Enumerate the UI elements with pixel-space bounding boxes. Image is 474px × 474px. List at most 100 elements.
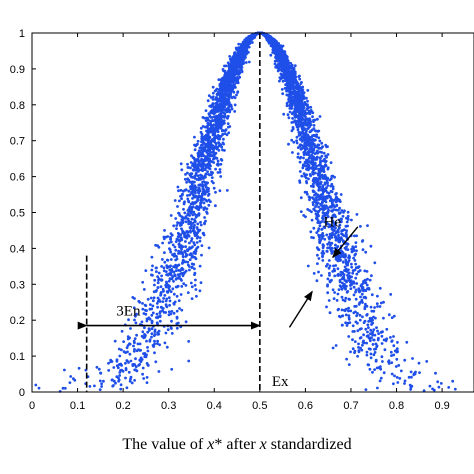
data-point — [319, 180, 323, 184]
data-point — [138, 300, 142, 304]
data-point — [285, 101, 289, 105]
data-point — [165, 345, 169, 349]
data-point — [317, 169, 321, 173]
data-point — [293, 91, 297, 95]
data-point — [117, 376, 120, 380]
data-point — [320, 234, 323, 237]
data-point — [164, 303, 168, 307]
data-point — [233, 103, 237, 107]
data-point — [355, 314, 358, 318]
data-point — [357, 350, 361, 354]
data-point — [286, 93, 290, 97]
data-point — [196, 188, 200, 192]
data-point — [196, 199, 200, 202]
data-point — [354, 310, 357, 314]
data-point — [159, 285, 163, 288]
data-point — [318, 156, 322, 160]
data-point — [115, 364, 119, 368]
data-point — [387, 313, 391, 317]
data-point — [196, 174, 200, 178]
data-point — [169, 258, 173, 261]
data-point — [173, 245, 177, 249]
data-point — [183, 211, 187, 215]
data-point — [177, 268, 180, 272]
data-point — [199, 152, 203, 156]
data-point — [172, 270, 176, 274]
data-point — [167, 279, 171, 283]
data-point — [366, 363, 370, 367]
data-point — [345, 284, 348, 288]
data-point — [304, 161, 308, 165]
data-point — [190, 217, 194, 221]
data-point — [352, 281, 356, 285]
data-point — [219, 87, 223, 91]
data-point — [337, 236, 341, 240]
data-point — [285, 104, 289, 108]
data-point — [179, 221, 183, 225]
data-point — [328, 264, 332, 268]
data-point — [145, 309, 148, 313]
data-point — [335, 299, 339, 302]
data-point — [163, 341, 167, 345]
data-point — [173, 252, 176, 256]
data-point — [354, 276, 358, 280]
data-point — [286, 113, 290, 117]
data-point — [321, 259, 325, 262]
data-point — [161, 241, 165, 245]
data-point — [333, 291, 336, 294]
data-point — [153, 342, 157, 346]
data-point — [355, 282, 359, 285]
data-point — [241, 57, 244, 61]
data-point — [207, 165, 211, 169]
data-point — [154, 360, 158, 364]
data-point — [209, 111, 213, 115]
data-point — [316, 262, 319, 265]
data-point — [98, 388, 102, 391]
data-point — [156, 342, 159, 345]
data-point — [326, 242, 329, 246]
data-point — [107, 361, 110, 365]
data-point — [169, 214, 173, 217]
data-point — [156, 244, 160, 248]
data-point — [312, 166, 316, 170]
data-point — [168, 303, 172, 307]
data-point — [171, 243, 175, 247]
data-point — [172, 302, 176, 306]
data-point — [207, 154, 211, 158]
data-point — [376, 338, 380, 342]
data-point — [218, 92, 221, 96]
data-point — [347, 306, 350, 310]
data-point — [291, 117, 294, 120]
data-point — [127, 370, 131, 374]
data-point — [351, 330, 355, 333]
data-point — [326, 291, 330, 295]
data-point — [290, 129, 294, 133]
data-point — [340, 308, 344, 312]
data-point — [158, 314, 162, 317]
data-point — [179, 233, 183, 237]
data-point — [181, 258, 185, 262]
data-point — [390, 354, 393, 357]
data-point — [156, 305, 160, 309]
data-point — [187, 340, 191, 343]
data-point — [214, 151, 218, 155]
data-point — [320, 274, 323, 277]
data-point — [434, 371, 437, 375]
data-point — [398, 377, 402, 380]
data-point — [341, 314, 345, 318]
data-point — [198, 159, 201, 163]
data-point — [327, 259, 331, 262]
data-point — [193, 135, 196, 139]
data-point — [213, 136, 216, 140]
data-point — [180, 308, 184, 312]
data-point — [309, 166, 312, 170]
data-point — [315, 231, 319, 235]
data-point — [157, 271, 161, 275]
data-point — [348, 321, 352, 324]
data-point — [328, 311, 332, 315]
data-point — [316, 149, 319, 153]
data-point — [316, 117, 319, 121]
data-point — [371, 330, 375, 334]
data-point — [100, 385, 103, 388]
data-point — [340, 217, 343, 221]
